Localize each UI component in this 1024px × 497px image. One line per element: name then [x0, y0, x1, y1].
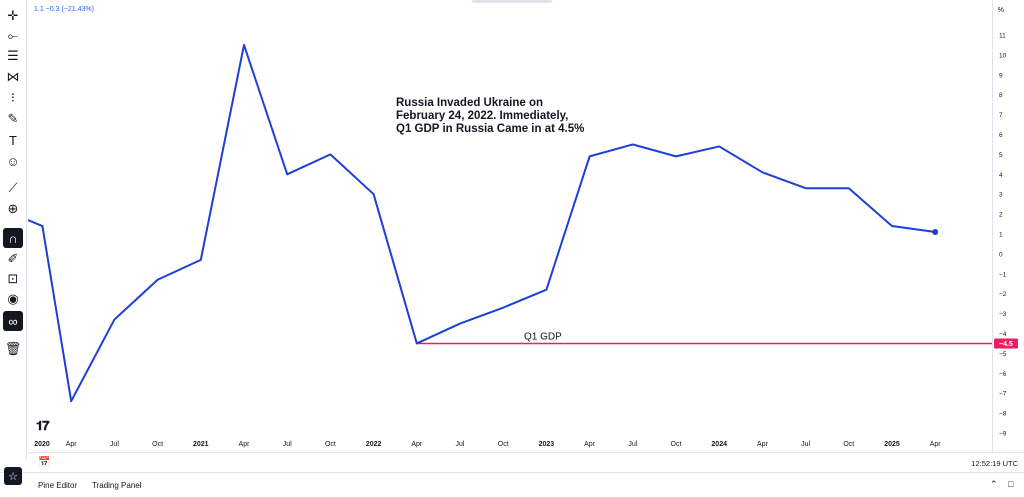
lock-icon[interactable]: ⊡	[3, 269, 23, 289]
y-tick-label: −1	[999, 271, 1007, 278]
zoom-icon[interactable]: ⊕	[3, 199, 23, 219]
utc-clock: 12:52:19 UTC	[971, 459, 1018, 468]
x-tick-label: Oct	[498, 441, 509, 448]
annotation-line: Q1 GDP in Russia Came in at 4.5%	[396, 123, 584, 135]
drawing-toolbar: ✛ ⟜ ☰ ⋈ ⁝ ✎ T ☺ ⟋ ⊕ ∩ ✐ ⊡ ◉ ∞ 🗑	[0, 0, 27, 460]
y-tick-label: −7	[999, 391, 1007, 398]
x-tick-label: 2020	[34, 441, 50, 448]
lock-draw-icon[interactable]: ✐	[3, 249, 23, 269]
y-tick-label: 3	[999, 192, 1003, 199]
x-tick-label: Jul	[283, 441, 292, 448]
x-tick-label: 2022	[366, 441, 382, 448]
y-tick-label: 0	[999, 251, 1003, 258]
y-tick-label: 2	[999, 212, 1003, 219]
emoji-icon[interactable]: ☺	[3, 151, 23, 171]
price-tag: −4.5	[994, 338, 1018, 348]
q1-gdp-label: Q1 GDP	[524, 331, 562, 342]
pattern-icon[interactable]: ⋈	[3, 67, 23, 87]
x-tick-label: Oct	[325, 441, 336, 448]
y-tick-label: 4	[999, 172, 1003, 179]
fib-icon[interactable]: ☰	[3, 46, 23, 66]
x-tick-label: Apr	[411, 441, 423, 448]
square-icon[interactable]: □	[1008, 479, 1013, 489]
price-tag-label: −4.5	[999, 341, 1013, 348]
measure-icon[interactable]: ⟋	[3, 178, 23, 198]
y-tick-label: 11	[999, 33, 1006, 40]
y-tick-label: −6	[999, 371, 1007, 378]
x-tick-label: 2021	[193, 441, 209, 448]
magnet-icon[interactable]: ∩	[3, 228, 23, 248]
y-tick-label: −3	[999, 311, 1007, 318]
calendar-icon[interactable]: 📅	[38, 457, 50, 468]
star-icon[interactable]: ☆	[4, 467, 22, 485]
trading-panel-tab[interactable]: Trading Panel	[92, 481, 142, 490]
y-tick-label: −2	[999, 291, 1007, 298]
tradingview-logo: 𝟏𝟕	[36, 418, 48, 434]
x-tick-label: Apr	[66, 441, 78, 448]
pine-editor-tab[interactable]: Pine Editor	[38, 481, 77, 490]
bottom-panel: ☆ Pine Editor Trading Panel ⌃ □	[0, 472, 1024, 497]
x-tick-label: 2025	[884, 441, 900, 448]
y-tick-label: 5	[999, 152, 1003, 159]
y-tick-label: 8	[999, 92, 1003, 99]
text-icon[interactable]: T	[3, 130, 23, 150]
y-tick-label: −8	[999, 411, 1007, 418]
trash-icon[interactable]: 🗑	[3, 339, 23, 359]
x-axis-ticks: 2020 Apr Jul Oct 2021 Apr Jul Oct 2022 Apr Jul Oct 2…	[34, 441, 941, 448]
x-tick-label: Jul	[628, 441, 637, 448]
annotation-line: February 24, 2022. Immediately,	[396, 110, 568, 122]
ruler-brush-icon[interactable]: ⁝	[3, 88, 23, 108]
x-tick-label: Apr	[584, 441, 596, 448]
time-axis-strip: 📅 12:52:19 UTC	[28, 452, 1024, 473]
x-tick-label: Jul	[456, 441, 465, 448]
y-tick-label: −4	[999, 331, 1007, 338]
trend-line-icon[interactable]: ⟜	[3, 26, 23, 46]
crosshair-icon[interactable]: ✛	[3, 6, 23, 26]
last-point-marker	[932, 229, 938, 235]
x-tick-label: 2024	[711, 441, 727, 448]
x-tick-label: Apr	[239, 441, 251, 448]
y-tick-label: −9	[999, 431, 1007, 438]
x-tick-label: Apr	[930, 441, 942, 448]
eye-icon[interactable]: ◉	[3, 289, 23, 309]
chevron-up-icon[interactable]: ⌃	[990, 479, 998, 490]
link-icon[interactable]: ∞	[3, 311, 23, 331]
x-tick-label: 2023	[539, 441, 555, 448]
x-tick-label: Jul	[801, 441, 810, 448]
x-tick-label: Oct	[152, 441, 163, 448]
y-tick-label: 1	[999, 232, 1003, 239]
brush-icon[interactable]: ✎	[3, 109, 23, 129]
y-tick-label: 9	[999, 72, 1003, 79]
x-tick-label: Apr	[757, 441, 769, 448]
y-tick-label: 6	[999, 132, 1003, 139]
x-tick-label: Oct	[671, 441, 682, 448]
y-tick-label: −5	[999, 351, 1007, 358]
y-tick-label: 10	[999, 52, 1007, 59]
x-tick-label: Jul	[110, 441, 119, 448]
annotation-line: Russia Invaded Ukraine on	[396, 97, 543, 109]
y-tick-label: 7	[999, 112, 1003, 119]
x-tick-label: Oct	[843, 441, 854, 448]
